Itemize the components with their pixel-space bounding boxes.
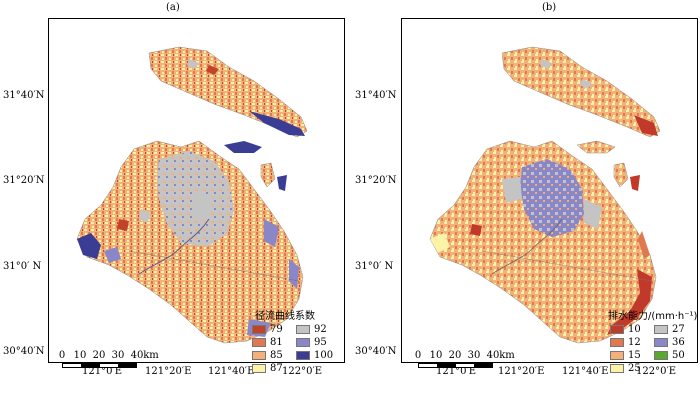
scale-tick-label: 30 — [111, 350, 125, 361]
scale-tick-label: 40 — [130, 350, 144, 361]
scale-tick-label: 0 — [414, 350, 422, 361]
lat-label-31-40-a: 31°40′N — [3, 90, 45, 101]
legend-swatch — [252, 324, 266, 334]
legend-swatch — [610, 324, 624, 334]
lon-label-122-0-b: 122°0′E — [636, 366, 677, 377]
legend-label: 92 — [314, 323, 327, 335]
legend-swatch — [610, 350, 624, 360]
lat-label-31-20-a: 31°20′N — [3, 175, 45, 186]
legend-label: 85 — [270, 349, 283, 361]
legend-item: 95 — [296, 336, 344, 348]
scale-tick-label: 20 — [92, 350, 106, 361]
scale-bar-graphic — [418, 363, 493, 368]
legend-swatch — [252, 350, 266, 360]
legend-label: 50 — [672, 349, 685, 361]
map-frame-b — [401, 18, 698, 363]
shanghai-map-b — [429, 46, 661, 344]
scale-unit: km — [143, 350, 159, 361]
legend-swatch — [252, 363, 266, 373]
legend-label: 81 — [270, 336, 283, 348]
lon-label-121-0-b: 121°0′E — [436, 366, 477, 377]
legend-item: 27 — [654, 323, 700, 335]
legend-item: 10 — [610, 323, 654, 335]
lat-label-30-40-a: 30°40′N — [3, 346, 45, 357]
legend-item: 85 — [252, 349, 296, 361]
legend-title-a: 径流曲线系数 — [255, 311, 315, 322]
lat-label-31-0-a: 31°0′ N — [3, 261, 42, 272]
legend-label: 100 — [314, 349, 334, 361]
scale-tick-label: 40 — [486, 350, 500, 361]
panel-a-title: (a) — [166, 2, 180, 13]
lon-label-121-20-a: 121°20′E — [145, 366, 192, 377]
legend-label: 79 — [270, 323, 283, 335]
legend-label: 36 — [672, 336, 685, 348]
legend-b: 10 27 12 36 15 50 25 — [610, 323, 700, 374]
scale-bar-a: 0 10 20 30 40 km — [58, 350, 172, 372]
lon-label-122-0-a: 122°0′E — [282, 366, 323, 377]
legend-item: 25 — [610, 362, 654, 374]
legend-swatch — [654, 350, 668, 360]
legend-item: 79 — [252, 323, 296, 335]
legend-label: 27 — [672, 323, 685, 335]
lat-label-31-20-b: 31°20′N — [355, 175, 397, 186]
scale-tick-label: 0 — [58, 350, 66, 361]
scale-tick-label: 30 — [467, 350, 481, 361]
panel-b-title: (b) — [542, 2, 557, 13]
scale-bar-graphic — [62, 363, 137, 368]
legend-swatch — [610, 363, 624, 373]
legend-item: 15 — [610, 349, 654, 361]
legend-label: 87 — [270, 362, 283, 374]
lon-label-121-0-a: 121°0′E — [82, 366, 123, 377]
legend-swatch — [296, 337, 310, 347]
legend-label: 15 — [628, 349, 641, 361]
lon-label-121-40-b: 121°40′E — [562, 366, 609, 377]
legend-swatch — [610, 337, 624, 347]
legend-label: 95 — [314, 336, 327, 348]
legend-item: 92 — [296, 323, 344, 335]
lon-label-121-20-b: 121°20′E — [498, 366, 545, 377]
legend-item: 36 — [654, 336, 700, 348]
legend-swatch — [252, 337, 266, 347]
scale-tick-label: 20 — [448, 350, 462, 361]
legend-title-b: 排水能力/(mm·h⁻¹) — [608, 311, 698, 322]
legend-swatch — [654, 324, 668, 334]
legend-item: 87 — [252, 362, 296, 374]
map-frame-a — [48, 18, 345, 363]
legend-item: 100 — [296, 349, 344, 361]
lat-label-30-40-b: 30°40′N — [355, 346, 397, 357]
lat-label-31-0-b: 31°0′ N — [355, 261, 394, 272]
legend-swatch — [296, 324, 310, 334]
scale-tick-label: 10 — [73, 350, 87, 361]
legend-swatch — [654, 337, 668, 347]
legend-item: 50 — [654, 349, 700, 361]
legend-a: 79 92 81 95 85 100 87 — [252, 323, 344, 374]
lat-label-31-40-b: 31°40′N — [355, 90, 397, 101]
legend-label: 10 — [628, 323, 641, 335]
legend-swatch — [296, 350, 310, 360]
shanghai-map-a — [76, 46, 308, 344]
legend-item: 81 — [252, 336, 296, 348]
legend-item: 12 — [610, 336, 654, 348]
scale-unit: km — [499, 350, 515, 361]
scale-tick-label: 10 — [429, 350, 443, 361]
legend-label: 25 — [628, 362, 641, 374]
scale-bar-b: 0 10 20 30 40 km — [414, 350, 528, 372]
lon-label-121-40-a: 121°40′E — [208, 366, 255, 377]
legend-label: 12 — [628, 336, 641, 348]
